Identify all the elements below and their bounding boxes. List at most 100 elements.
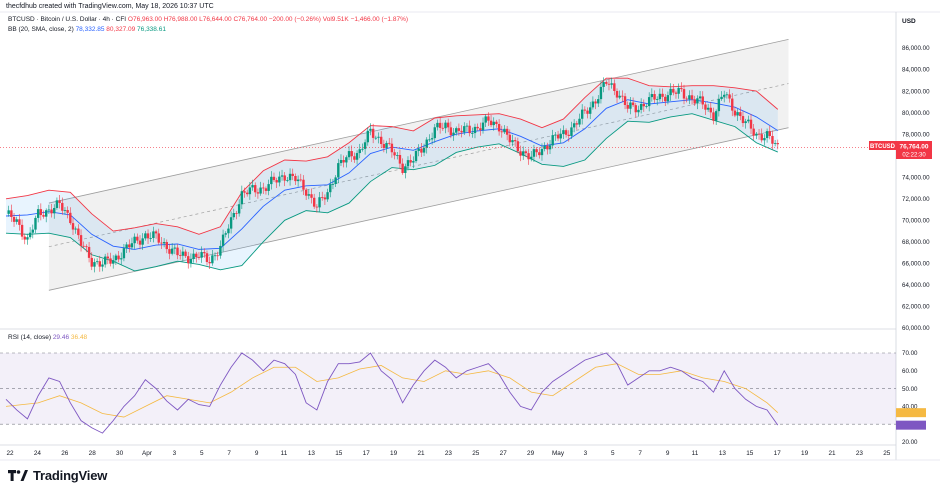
candle-body — [452, 132, 455, 136]
candle-body — [181, 251, 185, 256]
credit-text: thecfdhub created with TradingView.com, … — [6, 3, 214, 10]
candle-body — [559, 134, 562, 139]
time-axis[interactable]: 22 24 26 28 30 Apr 3 5 7 9 11 13 15 17 19 21 23 25 27 29 May… — [6, 450, 890, 457]
time-axis-label: 21 — [417, 450, 425, 457]
candle-body — [136, 236, 139, 241]
candle-body — [146, 233, 150, 239]
candle-body — [621, 95, 624, 97]
candle-body — [725, 94, 729, 96]
candle-body — [224, 233, 227, 235]
candle-body — [739, 112, 742, 117]
rsi-value: 29.46 — [52, 334, 70, 341]
tradingview-logo-icon — [8, 470, 28, 481]
candle-body — [382, 144, 386, 148]
candle-body — [538, 152, 541, 156]
candle-body — [669, 88, 672, 96]
candle-body — [650, 94, 654, 98]
candle-body — [591, 101, 595, 108]
candle-body — [554, 134, 557, 136]
candle-body — [656, 99, 659, 100]
price-axis-label: 68,000.00 — [902, 239, 930, 246]
candle-body — [771, 136, 774, 144]
candle-body — [98, 261, 101, 267]
candle-body — [567, 134, 570, 136]
candle-body — [583, 109, 587, 111]
candle-body — [288, 173, 292, 181]
candle-body — [197, 257, 201, 258]
price-axis-label: 62,000.00 — [902, 304, 930, 311]
price-pane — [0, 38, 869, 291]
time-axis-label: 23 — [445, 450, 453, 457]
candle-body — [613, 83, 616, 91]
candle-body — [749, 119, 753, 129]
rsi-axis-label: 70.00 — [902, 350, 918, 357]
candle-body — [642, 103, 646, 107]
candle-body — [436, 122, 439, 128]
rsi-axis-label: 20.00 — [902, 439, 918, 446]
channel-mid-line — [48, 83, 789, 248]
candle-body — [63, 210, 67, 211]
candle-body — [479, 128, 482, 131]
price-tag-price: 76,764.00 — [900, 144, 929, 151]
candle-body — [371, 128, 375, 138]
candle-body — [653, 94, 656, 100]
candle-body — [519, 151, 522, 156]
candle-body — [39, 209, 43, 216]
time-axis-label: May — [552, 450, 565, 457]
candle-body — [575, 123, 579, 125]
candle-body — [647, 97, 651, 107]
time-axis-label: 27 — [500, 450, 508, 457]
candle-body — [286, 180, 289, 181]
candle-body — [31, 229, 34, 233]
candle-body — [366, 130, 369, 143]
candle-body — [736, 112, 739, 116]
time-axis-label: 19 — [390, 450, 398, 457]
candle-body — [438, 122, 442, 128]
candle-body — [637, 109, 640, 113]
candle-body — [374, 137, 378, 139]
candle-body — [658, 93, 662, 100]
candle-body — [406, 160, 410, 167]
time-axis-label: 11 — [692, 450, 699, 457]
candle-body — [379, 136, 383, 145]
bb-upper-value: 80,327.09 — [106, 26, 136, 33]
time-axis-label: 21 — [828, 450, 836, 457]
candle-body — [733, 110, 737, 116]
candle-body — [755, 133, 758, 136]
candle-body — [773, 143, 777, 144]
candle-body — [661, 93, 664, 97]
price-axis[interactable]: 86,000.00 84,000.00 82,000.00 80,000.00 78,0… — [902, 45, 930, 332]
candle-body — [580, 109, 584, 119]
candle-body — [106, 256, 110, 259]
candle-body — [79, 235, 83, 246]
candle-body — [138, 240, 142, 245]
candle-body — [685, 98, 688, 100]
candle-body — [90, 257, 93, 267]
candle-body — [128, 244, 131, 248]
candle-body — [358, 149, 361, 154]
candle-body — [556, 134, 560, 139]
candle-body — [254, 185, 257, 193]
candle-body — [444, 122, 447, 129]
candle-body — [720, 96, 723, 100]
candle-body — [200, 252, 203, 258]
candle-body — [626, 104, 629, 109]
candle-body — [235, 213, 238, 214]
candle-body — [672, 88, 675, 93]
candle-body — [564, 130, 568, 135]
candle-body — [680, 87, 683, 90]
time-axis-label: 25 — [472, 450, 480, 457]
candle-body — [144, 233, 147, 239]
candle-body — [109, 258, 112, 264]
candle-body — [173, 247, 177, 249]
candle-body — [353, 156, 356, 160]
tradingview-footer[interactable]: TradingView — [8, 468, 107, 483]
candle-body — [446, 122, 450, 128]
candle-body — [117, 255, 120, 260]
candle-body — [460, 130, 463, 133]
time-axis-label: 28 — [89, 450, 97, 457]
candle-body — [184, 251, 187, 257]
candle-body — [385, 142, 388, 148]
